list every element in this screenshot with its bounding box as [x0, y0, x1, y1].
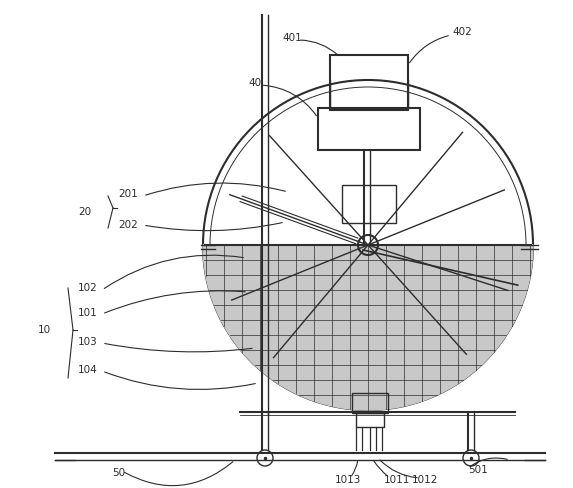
Bar — [356, 413, 384, 427]
Text: 103: 103 — [78, 337, 98, 347]
Text: 20: 20 — [78, 207, 91, 217]
Text: 10: 10 — [38, 325, 51, 335]
Bar — [330, 55, 408, 110]
Text: 1013: 1013 — [335, 475, 362, 485]
Text: 104: 104 — [78, 365, 98, 375]
Bar — [352, 393, 388, 413]
Text: 201: 201 — [118, 189, 138, 199]
Bar — [318, 108, 420, 150]
Bar — [342, 185, 396, 223]
Text: 402: 402 — [452, 27, 472, 37]
Text: 501: 501 — [468, 465, 488, 475]
Text: 401: 401 — [282, 33, 302, 43]
Text: 202: 202 — [118, 220, 138, 230]
Text: 101: 101 — [78, 308, 98, 318]
Text: 40: 40 — [248, 78, 261, 88]
Text: 50: 50 — [112, 468, 125, 478]
Polygon shape — [203, 245, 533, 410]
Text: 1011: 1011 — [384, 475, 410, 485]
Text: 1012: 1012 — [412, 475, 438, 485]
Text: 102: 102 — [78, 283, 98, 293]
